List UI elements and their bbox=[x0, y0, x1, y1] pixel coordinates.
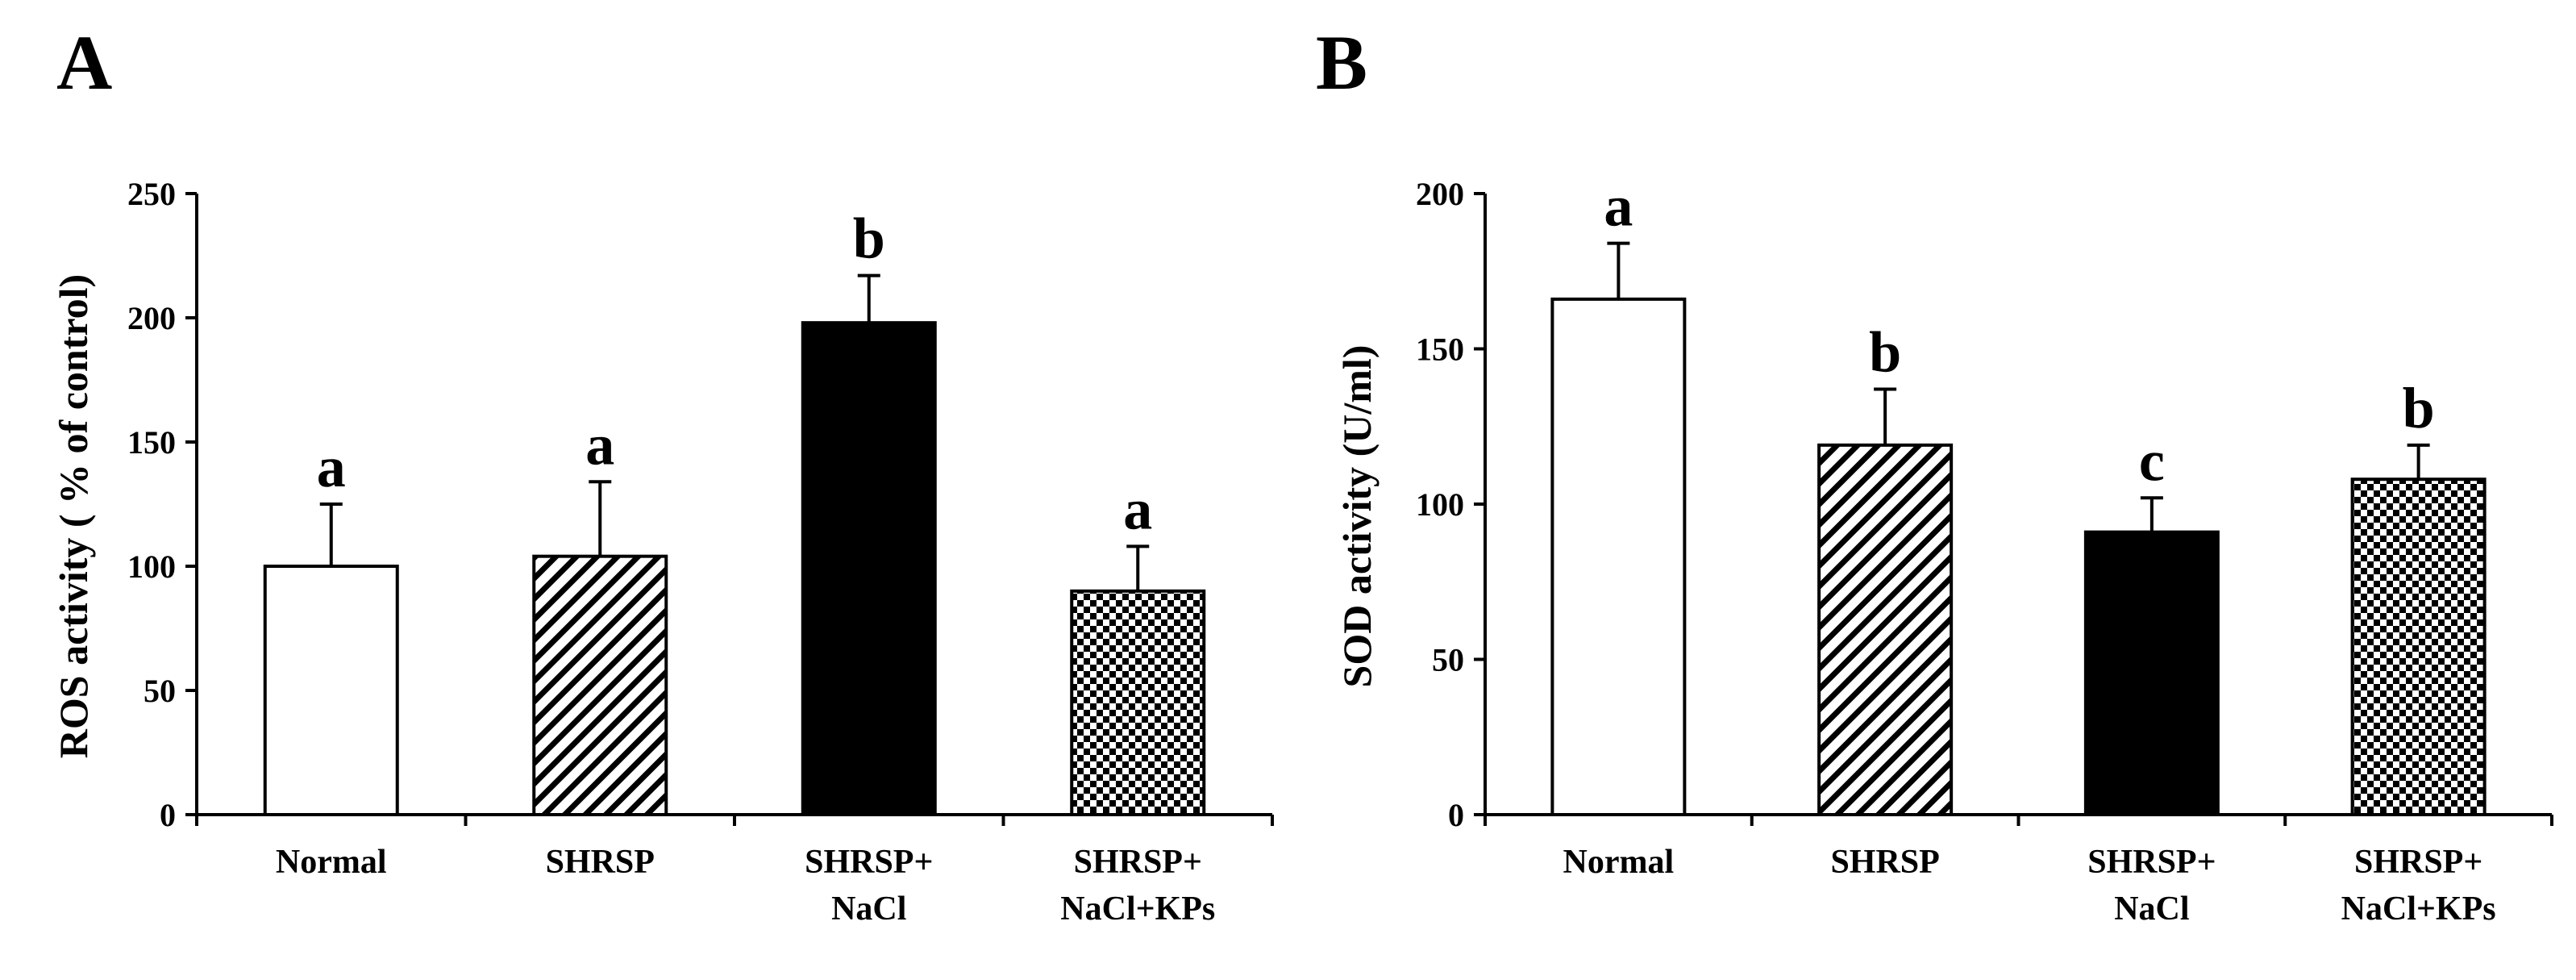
y-tick-label: 0 bbox=[160, 797, 176, 833]
significance-label-2: b bbox=[853, 206, 885, 271]
bar-2 bbox=[2083, 530, 2220, 817]
bar-3 bbox=[1070, 589, 1206, 816]
y-axis-title-b: SOD activity (U/ml) bbox=[1334, 345, 1380, 688]
chart-b: B SOD activity (U/ml) 0 50 100 150 200 a Norma… bbox=[1316, 19, 2553, 928]
category-label-2: SHRSP+ bbox=[805, 844, 933, 881]
y-tick-label: 200 bbox=[127, 300, 176, 336]
category-label-3: NaCl+KPs bbox=[1060, 890, 1215, 928]
category-label-2: NaCl bbox=[831, 890, 906, 928]
y-tick-label: 100 bbox=[127, 548, 176, 585]
category-label-1: SHRSP bbox=[1830, 844, 1939, 881]
category-label-2: SHRSP+ bbox=[2087, 844, 2216, 881]
category-label-3: SHRSP+ bbox=[2354, 844, 2482, 881]
y-axis-title-a: ROS activity ( % of control) bbox=[51, 274, 96, 758]
y-tick-label: 150 bbox=[1416, 332, 1464, 368]
category-label-0: Normal bbox=[1563, 844, 1675, 881]
bar-0 bbox=[1550, 297, 1687, 816]
significance-label-1: a bbox=[585, 412, 614, 477]
bar-1 bbox=[1817, 443, 1954, 816]
y-tick-label: 50 bbox=[144, 673, 176, 709]
significance-label-0: a bbox=[1604, 174, 1633, 239]
y-tick-label: 0 bbox=[1448, 797, 1464, 833]
y-tick-label: 250 bbox=[127, 176, 176, 212]
bar-0 bbox=[263, 565, 399, 816]
chart-a: A ROS activity ( % of control) 0 50 100 150… bbox=[51, 19, 1274, 928]
category-label-3: NaCl+KPs bbox=[2341, 890, 2496, 928]
y-tick-label: 200 bbox=[1416, 176, 1464, 212]
bar-2 bbox=[801, 321, 937, 817]
panel-letter-b: B bbox=[1316, 19, 1367, 106]
category-label-2: NaCl bbox=[2114, 890, 2189, 928]
category-label-0: Normal bbox=[276, 844, 387, 881]
category-label-3: SHRSP+ bbox=[1074, 844, 1202, 881]
bar-1 bbox=[532, 554, 668, 816]
significance-label-3: a bbox=[1123, 477, 1152, 541]
significance-label-0: a bbox=[317, 435, 346, 499]
y-tick-label: 100 bbox=[1416, 486, 1464, 523]
significance-label-2: c bbox=[2139, 428, 2165, 493]
y-tick-label: 50 bbox=[1432, 642, 1464, 678]
significance-label-1: b bbox=[1869, 320, 1901, 385]
category-label-1: SHRSP bbox=[546, 844, 655, 881]
panel-letter-a: A bbox=[56, 19, 112, 106]
significance-label-3: b bbox=[2403, 376, 2435, 440]
bar-3 bbox=[2350, 477, 2487, 816]
y-tick-label: 150 bbox=[127, 424, 176, 461]
